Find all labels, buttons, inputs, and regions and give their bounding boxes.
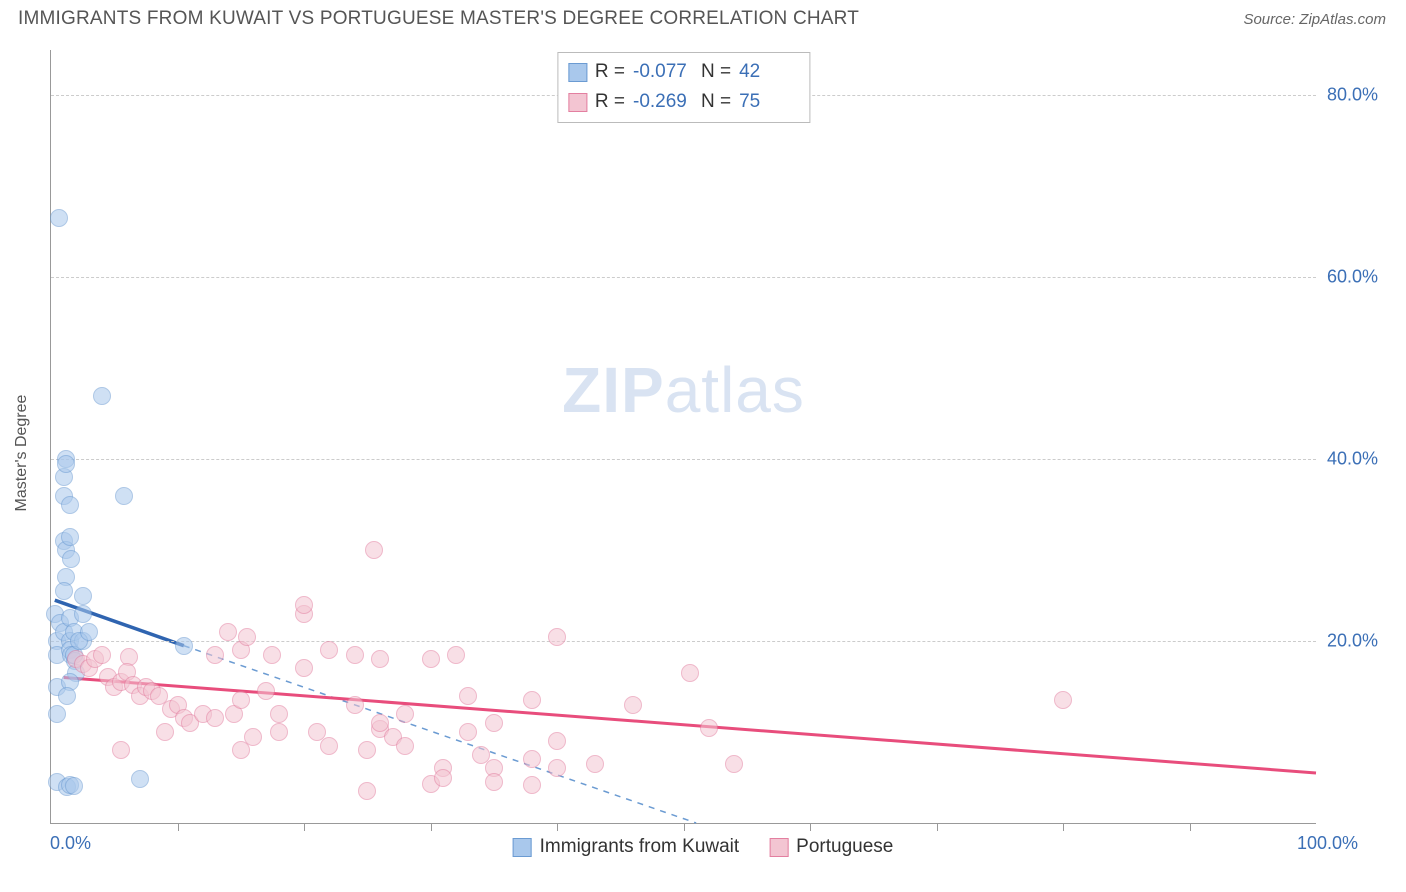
legend-item-1: Immigrants from Kuwait	[513, 836, 740, 858]
data-point	[115, 487, 133, 505]
data-point	[459, 687, 477, 705]
data-point	[548, 759, 566, 777]
data-point	[175, 637, 193, 655]
x-tick	[810, 823, 811, 831]
x-tick	[1190, 823, 1191, 831]
data-point	[156, 723, 174, 741]
y-tick-label: 60.0%	[1327, 267, 1378, 288]
legend-stats-row-2: R = -0.269 N = 75	[568, 87, 799, 117]
legend-item-2: Portuguese	[769, 836, 893, 858]
data-point	[55, 582, 73, 600]
gridline-h	[51, 459, 1316, 460]
data-point	[61, 496, 79, 514]
chart-header: IMMIGRANTS FROM KUWAIT VS PORTUGUESE MAS…	[0, 0, 1406, 34]
data-point	[244, 728, 262, 746]
data-point	[270, 723, 288, 741]
data-point	[681, 664, 699, 682]
data-point	[459, 723, 477, 741]
data-point	[93, 646, 111, 664]
data-point	[219, 623, 237, 641]
swatch-series-2-b	[769, 838, 788, 857]
data-point	[523, 750, 541, 768]
data-point	[320, 737, 338, 755]
data-point	[270, 705, 288, 723]
data-point	[447, 646, 465, 664]
y-axis-label: Master's Degree	[13, 395, 31, 512]
y-tick-label: 40.0%	[1327, 449, 1378, 470]
x-tick	[1063, 823, 1064, 831]
data-point	[206, 646, 224, 664]
data-point	[238, 628, 256, 646]
data-point	[422, 650, 440, 668]
data-point	[523, 776, 541, 794]
chart-title: IMMIGRANTS FROM KUWAIT VS PORTUGUESE MAS…	[18, 8, 859, 30]
legend-stats: R = -0.077 N = 42 R = -0.269 N = 75	[557, 52, 810, 123]
chart-container: Master's Degree ZIPatlas R = -0.077 N = …	[18, 38, 1388, 868]
x-tick	[557, 823, 558, 831]
y-tick-label: 80.0%	[1327, 85, 1378, 106]
data-point	[700, 719, 718, 737]
data-point	[396, 737, 414, 755]
x-tick-max: 100.0%	[1297, 833, 1358, 854]
data-point	[725, 755, 743, 773]
x-tick	[304, 823, 305, 831]
legend-bottom: Immigrants from Kuwait Portuguese	[513, 836, 894, 858]
data-point	[320, 641, 338, 659]
y-tick-label: 20.0%	[1327, 631, 1378, 652]
data-point	[548, 628, 566, 646]
data-point	[396, 705, 414, 723]
data-point	[206, 709, 224, 727]
legend-stats-row-1: R = -0.077 N = 42	[568, 57, 799, 87]
x-tick-min: 0.0%	[50, 833, 91, 854]
data-point	[434, 769, 452, 787]
data-point	[523, 691, 541, 709]
data-point	[48, 705, 66, 723]
chart-source: Source: ZipAtlas.com	[1243, 11, 1386, 28]
swatch-series-1-b	[513, 838, 532, 857]
data-point	[263, 646, 281, 664]
data-point	[548, 732, 566, 750]
swatch-series-1	[568, 63, 587, 82]
data-point	[257, 682, 275, 700]
data-point	[93, 387, 111, 405]
data-point	[346, 696, 364, 714]
gridline-h	[51, 277, 1316, 278]
data-point	[74, 605, 92, 623]
data-point	[586, 755, 604, 773]
x-tick	[431, 823, 432, 831]
data-point	[65, 777, 83, 795]
data-point	[57, 455, 75, 473]
data-point	[74, 587, 92, 605]
data-point	[624, 696, 642, 714]
data-point	[1054, 691, 1072, 709]
data-point	[365, 541, 383, 559]
x-tick	[684, 823, 685, 831]
data-point	[50, 209, 68, 227]
x-tick	[178, 823, 179, 831]
data-point	[358, 782, 376, 800]
data-point	[232, 691, 250, 709]
data-point	[131, 770, 149, 788]
data-point	[80, 623, 98, 641]
data-point	[371, 650, 389, 668]
x-tick	[937, 823, 938, 831]
data-point	[358, 741, 376, 759]
data-point	[485, 714, 503, 732]
data-point	[232, 741, 250, 759]
data-point	[58, 687, 76, 705]
data-point	[346, 646, 364, 664]
data-point	[61, 528, 79, 546]
swatch-series-2	[568, 93, 587, 112]
plot-area: ZIPatlas R = -0.077 N = 42 R = -0.269 N …	[50, 50, 1316, 824]
data-point	[62, 550, 80, 568]
data-point	[485, 773, 503, 791]
data-point	[295, 596, 313, 614]
data-point	[112, 741, 130, 759]
data-point	[295, 659, 313, 677]
